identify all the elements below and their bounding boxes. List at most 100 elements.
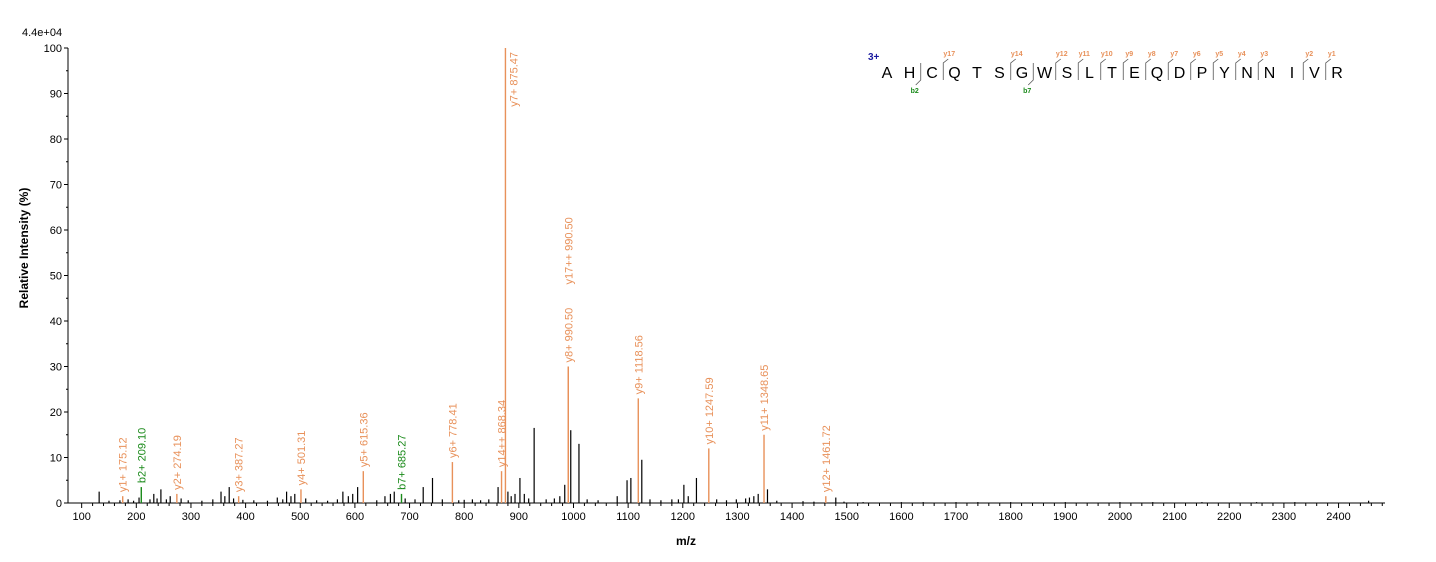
- y-tick-label: 90: [50, 89, 62, 101]
- peak-annotation-label: y5+ 615.36: [358, 412, 370, 467]
- y-tick-label: 30: [50, 362, 62, 374]
- x-tick-label: 1200: [671, 511, 695, 523]
- x-tick-label: 800: [455, 511, 473, 523]
- sequence-residue: N: [1264, 65, 1276, 82]
- y-axis-label: Relative Intensity (%): [17, 188, 31, 309]
- sequence-residue: N: [1241, 65, 1253, 82]
- y-fragment-label: y17: [943, 51, 955, 58]
- x-tick-label: 2100: [1162, 511, 1186, 523]
- peak-annotation-label: y17++ 990.50: [563, 217, 575, 284]
- sequence-residue: A: [882, 65, 893, 82]
- x-tick-label: 400: [236, 511, 254, 523]
- x-axis-label: m/z: [676, 534, 696, 548]
- y-fragment-mark: [1145, 58, 1151, 80]
- y-fragment-label: y4: [1238, 51, 1246, 58]
- x-tick-label: 1800: [998, 511, 1022, 523]
- y-tick-label: 50: [50, 271, 62, 283]
- y-fragment-label: y1: [1328, 51, 1336, 58]
- x-tick-label: 1000: [561, 511, 585, 523]
- sequence-residue: E: [1129, 65, 1140, 82]
- y-fragment-mark: [1077, 58, 1084, 80]
- x-tick-label: 1400: [780, 511, 804, 523]
- charge-state-label: 3+: [868, 52, 880, 63]
- y-fragment-label: y14: [1011, 51, 1023, 58]
- x-tick-label: 1600: [889, 511, 913, 523]
- x-tick-label: 1500: [834, 511, 858, 523]
- y-tick-label: 70: [50, 180, 62, 192]
- y-fragment-label: y12: [1056, 51, 1068, 58]
- peak-annotation-label: y3+ 387.27: [234, 437, 246, 492]
- sequence-residue: S: [994, 65, 1005, 82]
- y-fragment-label: y3: [1260, 51, 1268, 58]
- y-tick-label: 10: [50, 453, 62, 465]
- y-fragment-mark: [1257, 58, 1264, 80]
- y-fragment-mark: [1055, 58, 1061, 80]
- peak-annotation-label: b2+ 209.10: [136, 428, 148, 483]
- peak-annotation-label: y11+ 1348.65: [759, 365, 771, 431]
- sequence-residue: Q: [1151, 65, 1163, 82]
- peak-annotation-label: y7+ 875.47: [508, 52, 520, 107]
- y-fragment-mark: [1212, 58, 1219, 80]
- x-tick-label: 1700: [944, 511, 968, 523]
- x-tick-label: 500: [291, 511, 309, 523]
- unannotated-peaks: [98, 427, 1370, 503]
- y-tick-label: 0: [56, 498, 62, 510]
- y-fragment-label: y2: [1305, 51, 1313, 58]
- peak-annotation-label: y2+ 274.19: [172, 435, 184, 490]
- y-fragment-label: y8: [1148, 51, 1156, 58]
- x-tick-label: 300: [182, 511, 200, 523]
- x-tick-label: 900: [510, 511, 528, 523]
- b-fragment-mark: [1027, 63, 1034, 86]
- sequence-residue: Y: [1219, 65, 1230, 82]
- y-fragment-label: y10: [1101, 51, 1113, 58]
- b-fragment-label: b2: [911, 88, 919, 95]
- peak-annotation-label: y12+ 1461.72: [821, 425, 833, 492]
- y-fragment-mark: [1100, 58, 1106, 80]
- peak-annotation-label: y6+ 778.41: [447, 403, 459, 458]
- sequence-residue: H: [904, 65, 916, 82]
- y-fragment-label: y5: [1215, 51, 1223, 58]
- y-axis-ticks: 0 10 20 30 40 50 60 70 80 90 100: [44, 43, 68, 510]
- peak-annotation-label: b7+ 685.27: [396, 435, 408, 490]
- sequence-residue: P: [1197, 65, 1208, 82]
- x-tick-label: 1300: [725, 511, 749, 523]
- peak-annotation-label: y10+ 1247.59: [704, 377, 716, 444]
- b-fragment-mark: [915, 63, 922, 86]
- sequence-residue: W: [1037, 65, 1053, 82]
- y-fragment-mark: [1325, 58, 1331, 80]
- intensity-scale-label: 4.4e+04: [22, 27, 62, 39]
- y-fragment-mark: [1235, 58, 1241, 80]
- sequence-residue: C: [926, 65, 938, 82]
- x-tick-label: 200: [127, 511, 145, 523]
- peak-annotation-label: y14++ 868.34: [497, 400, 509, 467]
- sequence-residue: I: [1290, 65, 1294, 82]
- x-axis-ticks: 100 200 300 400 500 600 700 800 900 1000 1100 1200 1…: [72, 503, 1383, 523]
- x-tick-label: 2400: [1326, 511, 1350, 523]
- x-tick-label: 600: [346, 511, 364, 523]
- y-fragment-mark: [1302, 58, 1309, 80]
- y-tick-label: 20: [50, 407, 62, 419]
- peak-annotation-label: y8+ 990.50: [563, 308, 575, 363]
- y-fragment-label: y9: [1125, 51, 1133, 58]
- x-tick-label: 100: [72, 511, 90, 523]
- sequence-residue: T: [1107, 65, 1117, 82]
- y-tick-label: 80: [50, 134, 62, 146]
- x-tick-label: 700: [400, 511, 418, 523]
- x-tick-label: 2300: [1272, 511, 1296, 523]
- sequence-residue: Q: [948, 65, 960, 82]
- y-fragment-mark: [1122, 58, 1129, 80]
- sequence-residue: S: [1062, 65, 1073, 82]
- sequence-residue: V: [1309, 65, 1320, 82]
- peak-annotation-label: y4+ 501.31: [296, 431, 308, 486]
- x-tick-label: 2200: [1217, 511, 1241, 523]
- sequence-residue: L: [1085, 65, 1094, 82]
- y-fragment-label: y6: [1193, 51, 1201, 58]
- sequence-residue: T: [972, 65, 982, 82]
- y-tick-label: 60: [50, 225, 62, 237]
- annotated-peaks: y1+ 175.12 b2+ 209.10 y2+ 274.19 y3+ 387.27…: [118, 48, 833, 503]
- peak-annotation-label: y9+ 1118.56: [633, 335, 645, 394]
- y-fragment-label: y7: [1170, 51, 1178, 58]
- b-fragment-label: b7: [1023, 88, 1031, 95]
